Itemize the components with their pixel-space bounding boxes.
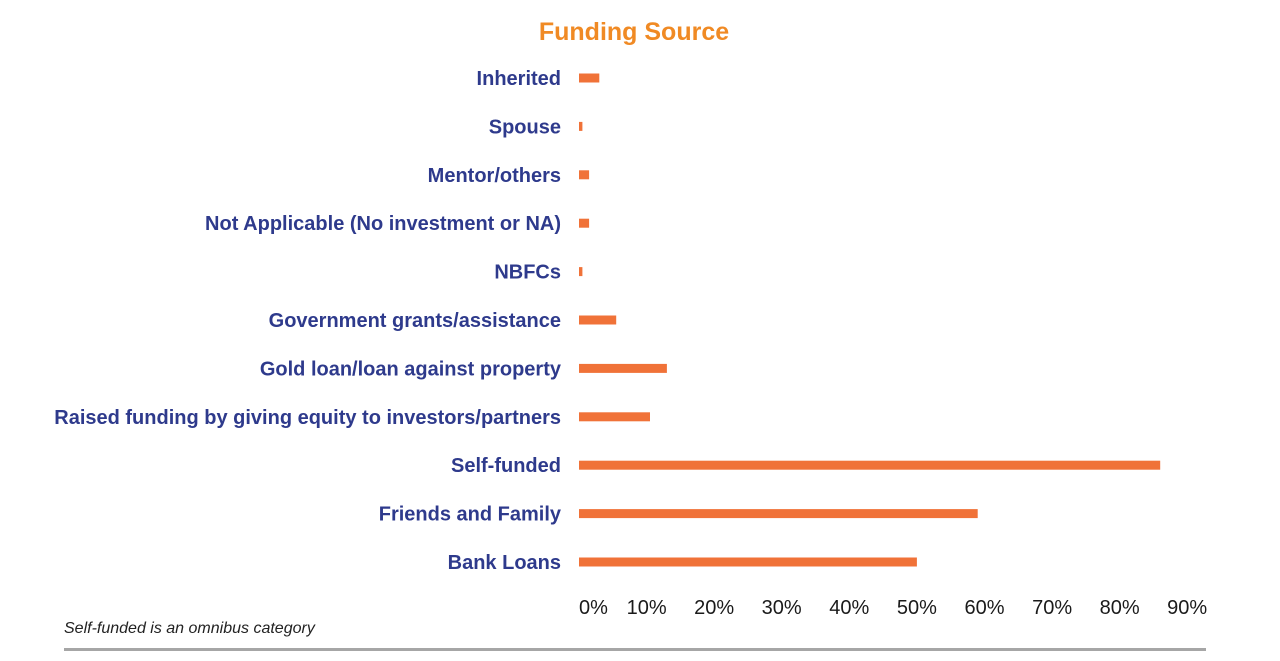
x-tick-label: 10% <box>627 597 667 619</box>
category-labels: Inherited Spouse Mentor/others Not Applicab… <box>54 68 562 574</box>
category-label: Spouse <box>489 116 561 138</box>
footnote: Self-funded is an omnibus category <box>64 620 315 637</box>
x-tick-label: 70% <box>1032 597 1072 619</box>
bar-2 <box>579 170 590 180</box>
category-label: Friends and Family <box>379 504 562 526</box>
category-label: Gold loan/loan against property <box>260 358 562 380</box>
category-label: Self-funded <box>451 455 561 477</box>
divider <box>64 648 1206 651</box>
category-label: Not Applicable (No investment or NA) <box>205 213 561 235</box>
x-tick-label: 40% <box>829 597 869 619</box>
category-label: Inherited <box>477 68 561 90</box>
x-tick-label: 80% <box>1100 597 1140 619</box>
bar-9 <box>579 509 978 519</box>
x-tick-label: 60% <box>964 597 1004 619</box>
category-label: Government grants/assistance <box>269 310 561 332</box>
x-tick-label: 50% <box>897 597 937 619</box>
category-label: Bank Loans <box>448 552 561 574</box>
bar-1 <box>579 121 583 131</box>
bar-0 <box>579 73 600 83</box>
x-axis-ticks: 0% 10% 20% 30% 40% 50% 60% 70% 80% 90% <box>579 597 1207 619</box>
bar-6 <box>579 363 667 373</box>
bar-8 <box>579 460 1161 470</box>
bar-10 <box>579 557 917 567</box>
category-label: Raised funding by giving equity to inves… <box>54 407 561 429</box>
bar-7 <box>579 412 650 422</box>
x-tick-label: 20% <box>694 597 734 619</box>
bar-5 <box>579 315 617 325</box>
bar-3 <box>579 218 590 228</box>
x-tick-label: 30% <box>762 597 802 619</box>
x-tick-label: 0% <box>579 597 608 619</box>
category-label: Mentor/others <box>428 165 561 187</box>
chart-title: Funding Source <box>539 18 729 46</box>
bar-group <box>579 73 1161 567</box>
x-tick-label: 90% <box>1167 597 1207 619</box>
category-label: NBFCs <box>494 262 561 284</box>
bar-4 <box>579 267 583 277</box>
